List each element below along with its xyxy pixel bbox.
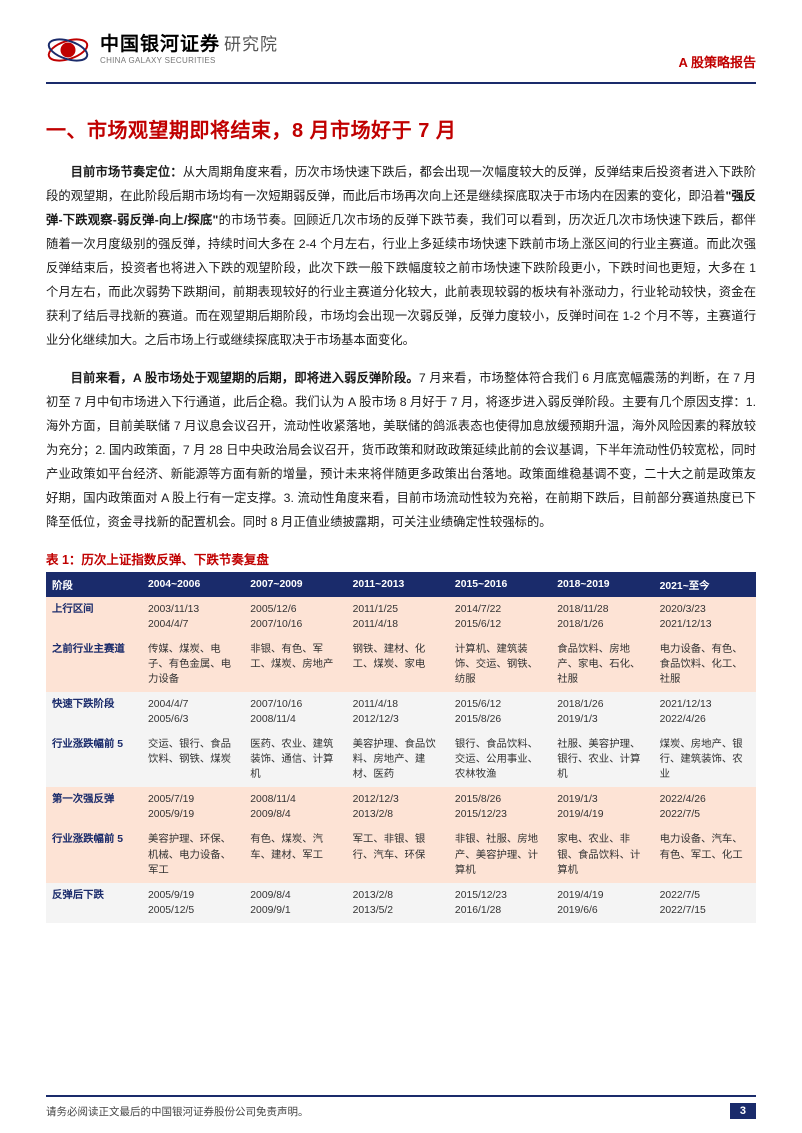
brand-dept: 研究院 <box>224 35 278 55</box>
table-cell: 银行、食品饮料、交运、公用事业、农林牧渔 <box>449 732 551 787</box>
table-cell: 美容护理、食品饮料、房地产、建材、医药 <box>347 732 449 787</box>
row-label-cell: 第一次强反弹 <box>46 787 142 827</box>
table-cell: 2022/4/262022/7/5 <box>654 787 756 827</box>
table-cell: 电力设备、有色、食品饮料、化工、社服 <box>654 637 756 692</box>
table-header-cell: 2011~2013 <box>347 572 449 597</box>
table-body: 上行区间2003/11/132004/4/72005/12/62007/10/1… <box>46 597 756 923</box>
body-paragraph: 目前市场节奏定位：从大周期角度来看，历次市场快速下跌后，都会出现一次幅度较大的反… <box>46 161 756 353</box>
table-cell: 2018/11/282018/1/26 <box>551 597 653 637</box>
row-label-cell: 之前行业主赛道 <box>46 637 142 692</box>
table-cell: 电力设备、汽车、有色、军工、化工 <box>654 827 756 882</box>
table-cell: 2004/4/72005/6/3 <box>142 692 244 732</box>
table-cell: 2005/9/192005/12/5 <box>142 883 244 923</box>
brand-block: 中国银河证券 研究院 CHINA GALAXY SECURITIES <box>46 28 278 72</box>
table-cell: 美容护理、环保、机械、电力设备、军工 <box>142 827 244 882</box>
table-cell: 2014/7/222015/6/12 <box>449 597 551 637</box>
row-label-cell: 上行区间 <box>46 597 142 637</box>
table-cell: 2019/4/192019/6/6 <box>551 883 653 923</box>
table-cell: 2005/7/192005/9/19 <box>142 787 244 827</box>
table-row: 快速下跌阶段2004/4/72005/6/32007/10/162008/11/… <box>46 692 756 732</box>
table-cell: 食品饮料、房地产、家电、石化、社服 <box>551 637 653 692</box>
table-cell: 2015/12/232016/1/28 <box>449 883 551 923</box>
table-cell: 有色、煤炭、汽车、建材、军工 <box>244 827 346 882</box>
footer-rule <box>46 1095 756 1097</box>
table-cell: 2018/1/262019/1/3 <box>551 692 653 732</box>
page-footer: 请务必阅读正文最后的中国银河证券股份公司免责声明。 3 <box>0 1095 802 1119</box>
brand-text: 中国银河证券 研究院 CHINA GALAXY SECURITIES <box>100 34 278 65</box>
row-label-cell: 行业涨跌幅前 5 <box>46 732 142 787</box>
table-cell: 交运、银行、食品饮料、钢铁、煤炭 <box>142 732 244 787</box>
table-cell: 传媒、煤炭、电子、有色金属、电力设备 <box>142 637 244 692</box>
header-rule <box>46 82 756 84</box>
table-row: 第一次强反弹2005/7/192005/9/192008/11/42009/8/… <box>46 787 756 827</box>
table-cell: 2007/10/162008/11/4 <box>244 692 346 732</box>
table-cell: 2015/6/122015/8/26 <box>449 692 551 732</box>
table-cell: 2003/11/132004/4/7 <box>142 597 244 637</box>
table-cell: 钢铁、建材、化工、煤炭、家电 <box>347 637 449 692</box>
table-header-row: 阶段2004~20062007~20092011~20132015~201620… <box>46 572 756 597</box>
table-header-cell: 2007~2009 <box>244 572 346 597</box>
table-row: 行业涨跌幅前 5交运、银行、食品饮料、钢铁、煤炭医药、农业、建筑装饰、通信、计算… <box>46 732 756 787</box>
table-cell: 非银、社服、房地产、美容护理、计算机 <box>449 827 551 882</box>
footer-disclaimer: 请务必阅读正文最后的中国银河证券股份公司免责声明。 <box>46 1104 309 1119</box>
table-header-cell: 2015~2016 <box>449 572 551 597</box>
table-cell: 2011/4/182012/12/3 <box>347 692 449 732</box>
document-type-label: A 股策略报告 <box>678 52 756 71</box>
table-cell: 军工、非银、银行、汽车、环保 <box>347 827 449 882</box>
table-cell: 2011/1/252011/4/18 <box>347 597 449 637</box>
table-cell: 2019/1/32019/4/19 <box>551 787 653 827</box>
body-paragraph: 目前来看，A 股市场处于观望期的后期，即将进入弱反弹阶段。7 月来看，市场整体符… <box>46 367 756 535</box>
table-cell: 2015/8/262015/12/23 <box>449 787 551 827</box>
table-cell: 医药、农业、建筑装饰、通信、计算机 <box>244 732 346 787</box>
table-header-cell: 阶段 <box>46 572 142 597</box>
table-row: 反弹后下跌2005/9/192005/12/52009/8/42009/9/12… <box>46 883 756 923</box>
table-cell: 2008/11/42009/8/4 <box>244 787 346 827</box>
table-cell: 2022/7/52022/7/15 <box>654 883 756 923</box>
table-cell: 计算机、建筑装饰、交运、钢铁、纺服 <box>449 637 551 692</box>
page-number: 3 <box>730 1103 756 1119</box>
table-cell: 2013/2/82013/5/2 <box>347 883 449 923</box>
row-label-cell: 反弹后下跌 <box>46 883 142 923</box>
table-cell: 2021/12/132022/4/26 <box>654 692 756 732</box>
table-row: 行业涨跌幅前 5美容护理、环保、机械、电力设备、军工有色、煤炭、汽车、建材、军工… <box>46 827 756 882</box>
row-label-cell: 快速下跌阶段 <box>46 692 142 732</box>
table-cell: 2005/12/62007/10/16 <box>244 597 346 637</box>
table-cell: 家电、农业、非银、食品饮料、计算机 <box>551 827 653 882</box>
row-label-cell: 行业涨跌幅前 5 <box>46 827 142 882</box>
history-table: 阶段2004~20062007~20092011~20132015~201620… <box>46 572 756 923</box>
table-caption: 表 1：历次上证指数反弹、下跌节奏复盘 <box>46 549 756 568</box>
table-cell: 2020/3/232021/12/13 <box>654 597 756 637</box>
table-cell: 社服、美容护理、银行、农业、计算机 <box>551 732 653 787</box>
table-header-cell: 2018~2019 <box>551 572 653 597</box>
table-cell: 煤炭、房地产、银行、建筑装饰、农业 <box>654 732 756 787</box>
brand-name-cn: 中国银河证券 <box>100 34 220 56</box>
brand-name-en: CHINA GALAXY SECURITIES <box>100 56 278 65</box>
page-header: 中国银河证券 研究院 CHINA GALAXY SECURITIES A 股策略… <box>46 28 756 72</box>
galaxy-logo-icon <box>46 28 90 72</box>
body-paragraphs: 目前市场节奏定位：从大周期角度来看，历次市场快速下跌后，都会出现一次幅度较大的反… <box>46 161 756 535</box>
table-cell: 2012/12/32013/2/8 <box>347 787 449 827</box>
table-row: 之前行业主赛道传媒、煤炭、电子、有色金属、电力设备非银、有色、军工、煤炭、房地产… <box>46 637 756 692</box>
table-header-cell: 2004~2006 <box>142 572 244 597</box>
table-row: 上行区间2003/11/132004/4/72005/12/62007/10/1… <box>46 597 756 637</box>
table-cell: 2009/8/42009/9/1 <box>244 883 346 923</box>
table-cell: 非银、有色、军工、煤炭、房地产 <box>244 637 346 692</box>
table-header-cell: 2021~至今 <box>654 572 756 597</box>
section-heading: 一、市场观望期即将结束，8 月市场好于 7 月 <box>46 114 756 143</box>
